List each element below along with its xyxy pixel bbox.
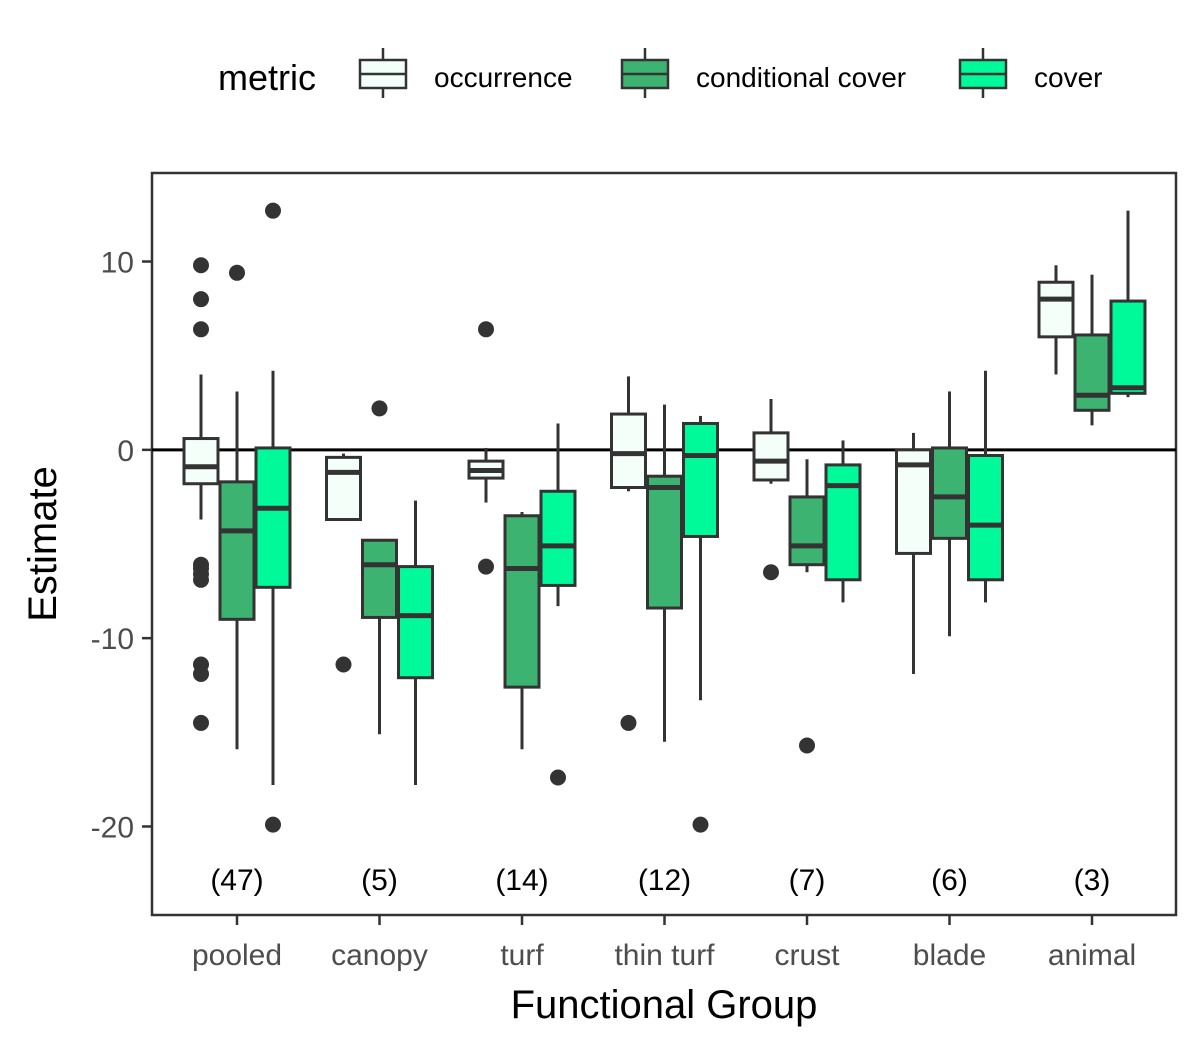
x-axis-title: Functional Group xyxy=(511,983,818,1027)
legend-item-conditional-cover: conditional cover xyxy=(620,48,906,98)
box-iqr xyxy=(325,455,362,522)
legend-item-cover: cover xyxy=(958,48,1102,98)
outlier-point xyxy=(799,737,815,754)
box-iqr xyxy=(931,446,968,540)
series-occurrence xyxy=(182,257,1075,731)
y-tick-label: 0 xyxy=(117,435,134,468)
outlier-point xyxy=(265,202,281,219)
series-cover xyxy=(254,202,1147,833)
group-count-label: (5) xyxy=(361,864,398,897)
box-blade xyxy=(895,432,932,674)
box-iqr xyxy=(361,538,398,619)
x-tick-label: crust xyxy=(774,939,840,972)
outlier-point xyxy=(335,656,352,673)
box-iqr xyxy=(1109,299,1147,395)
outlier-point xyxy=(193,714,209,731)
box-crust xyxy=(752,398,790,581)
box-iqr xyxy=(610,412,647,490)
legend-item-occurrence: occurrence xyxy=(358,48,573,98)
box-iqr xyxy=(752,431,790,482)
box-turf xyxy=(467,321,505,575)
y-tick-label: -20 xyxy=(91,811,134,844)
box-iqr xyxy=(254,446,292,589)
box-iqr xyxy=(1037,280,1075,339)
box-thin-turf xyxy=(646,404,683,742)
outlier-point xyxy=(620,714,637,731)
box-animal xyxy=(1037,265,1075,375)
box-canopy xyxy=(325,453,362,673)
box-iqr xyxy=(967,453,1004,582)
box-iqr xyxy=(824,463,862,582)
legend-label: occurrence xyxy=(434,62,573,93)
legend-title: metric xyxy=(218,57,316,98)
group-count-label: (7) xyxy=(789,864,826,897)
box-animal xyxy=(1073,274,1111,426)
box-animal xyxy=(1109,210,1147,398)
box-thin-turf xyxy=(682,415,719,833)
x-tick-label: pooled xyxy=(192,939,282,972)
box-crust xyxy=(824,440,862,603)
outlier-point xyxy=(193,257,209,274)
box-iqr xyxy=(182,437,220,486)
box-iqr xyxy=(218,480,256,621)
box-turf xyxy=(539,423,577,786)
box-pooled xyxy=(182,257,220,731)
box-pooled xyxy=(254,202,292,833)
box-iqr xyxy=(503,514,541,689)
outlier-point xyxy=(193,291,209,308)
x-tick-label: blade xyxy=(913,939,986,972)
outlier-point xyxy=(478,321,494,338)
outlier-point xyxy=(371,400,388,417)
outlier-point xyxy=(265,816,281,833)
outlier-point xyxy=(478,558,494,575)
x-tick-label: animal xyxy=(1048,939,1136,972)
series-conditional-cover xyxy=(218,264,1111,754)
x-tick-label: turf xyxy=(500,939,544,972)
outlier-point xyxy=(692,816,709,833)
group-count-label: (14) xyxy=(495,864,548,897)
box-iqr xyxy=(397,565,434,680)
outlier-point xyxy=(550,769,566,786)
box-iqr xyxy=(1073,333,1111,412)
y-axis-title: Estimate xyxy=(21,466,65,622)
group-count-label: (47) xyxy=(210,864,263,897)
box-thin-turf xyxy=(610,376,647,731)
outlier-point xyxy=(193,665,209,682)
x-axis: pooled canopy turf thin turf crust blade anima… xyxy=(192,915,1136,972)
box-crust xyxy=(788,459,826,754)
outlier-point xyxy=(193,321,209,338)
legend-label: cover xyxy=(1034,62,1102,93)
box-iqr xyxy=(539,489,577,587)
x-tick-label: canopy xyxy=(331,939,428,972)
outlier-point xyxy=(229,264,245,281)
box-pooled xyxy=(218,264,256,750)
outlier-point xyxy=(763,564,779,581)
group-count-label: (12) xyxy=(638,864,691,897)
box-iqr xyxy=(646,474,683,610)
outlier-point xyxy=(193,571,209,588)
box-canopy xyxy=(361,400,398,735)
box-iqr xyxy=(682,421,719,538)
y-axis: 10 0 -10 -20 xyxy=(91,247,152,844)
group-count-label: (3) xyxy=(1074,864,1111,897)
y-tick-label: -10 xyxy=(91,623,134,656)
legend-label: conditional cover xyxy=(696,62,906,93)
box-canopy xyxy=(397,500,434,786)
box-blade xyxy=(931,391,968,637)
box-blade xyxy=(967,370,1004,603)
box-turf xyxy=(503,511,541,750)
box-iqr xyxy=(788,495,826,567)
y-tick-label: 10 xyxy=(101,247,134,280)
group-count-label: (6) xyxy=(931,864,968,897)
legend: metric occurrence conditional cover cover xyxy=(218,48,1102,98)
x-tick-label: thin turf xyxy=(614,939,715,972)
